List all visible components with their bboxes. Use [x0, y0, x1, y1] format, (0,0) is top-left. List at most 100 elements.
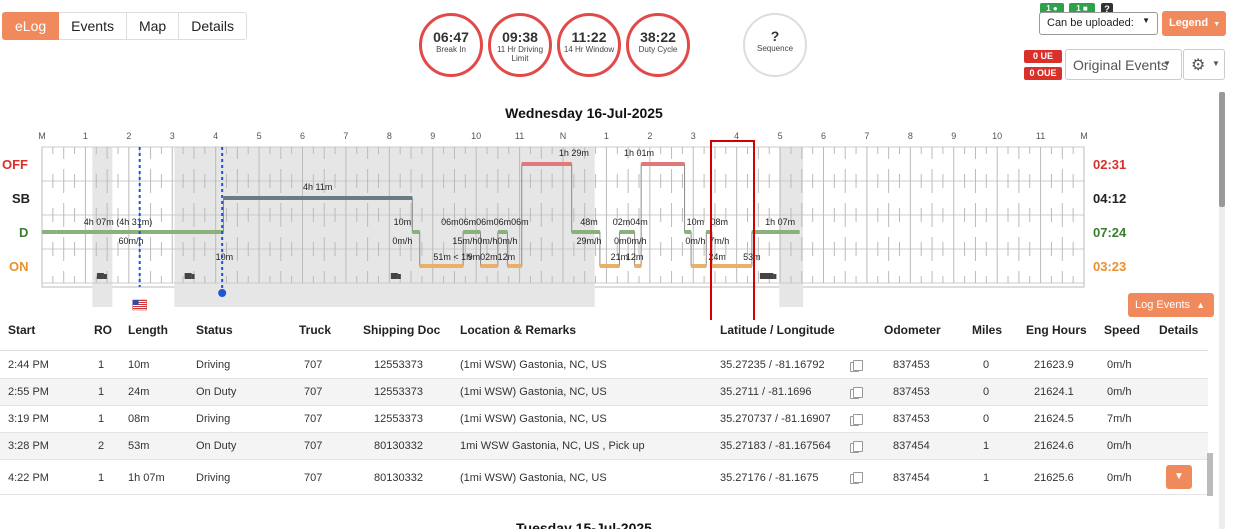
duration-label: 1h 01m [624, 148, 654, 158]
hour-label: 2 [647, 131, 652, 141]
cell-miles: 0 [983, 413, 990, 425]
graph-area [41, 146, 1085, 288]
col-location[interactable]: Location & Remarks [460, 323, 577, 337]
cell-eng-hours: 21623.9 [1034, 359, 1074, 371]
cell-lat-lng: 35.27176 / -81.1675 [720, 472, 819, 484]
events-source-select[interactable]: Original Events ▼ [1065, 49, 1182, 80]
expand-row-button[interactable]: ▼ [1166, 465, 1192, 489]
ue-badge: 0 UE [1024, 50, 1062, 63]
table-row[interactable]: 2:44 PM 1 10m Driving 707 12553373 (1mi WSW) G… [0, 352, 1208, 379]
gears-icon: ⚙ [1191, 57, 1206, 74]
gauge-label: 11 Hr Driving Limit [496, 45, 544, 63]
cell-lat-lng: 35.27183 / -81.167564 [720, 440, 831, 452]
col-truck[interactable]: Truck [299, 323, 332, 337]
cell-speed: 7m/h [1107, 413, 1132, 425]
copy-icon[interactable] [850, 414, 863, 426]
tab-elog[interactable]: eLog [2, 12, 60, 40]
cell-location: (1mi WSW) Gastonia, NC, US [460, 386, 607, 398]
cell-shipping-doc: 80130332 [374, 472, 423, 484]
flag-stripe [132, 302, 147, 303]
hour-label: 9 [951, 131, 956, 141]
legend-label: Legend [1169, 17, 1209, 29]
col-ro[interactable]: RO [94, 323, 112, 337]
cell-odometer: 837453 [893, 359, 930, 371]
truck-icon [184, 273, 192, 279]
cell-status: On Duty [196, 440, 237, 452]
next-day-title: Tuesday 15-Jul-2025 [516, 520, 652, 529]
status-total: 07:24 [1093, 225, 1127, 240]
cell-location: (1mi WSW) Gastonia, NC, US [460, 472, 607, 484]
log-events-label: Log Events [1135, 299, 1191, 311]
cell-start: 4:22 PM [8, 472, 49, 484]
cell-location: (1mi WSW) Gastonia, NC, US [460, 413, 607, 425]
copy-icon[interactable] [850, 387, 863, 399]
duration-label: 10m [394, 217, 412, 227]
hour-label: 8 [908, 131, 913, 141]
page-scrollbar-thumb[interactable] [1219, 92, 1225, 207]
cell-lat-lng: 35.270737 / -81.16907 [720, 413, 831, 425]
hour-label: 7 [343, 131, 348, 141]
cell-shipping-doc: 12553373 [374, 386, 423, 398]
cell-status: Driving [196, 359, 231, 371]
duration-label: 21m [611, 252, 629, 262]
cell-shipping-doc: 12553373 [374, 413, 423, 425]
tab-events[interactable]: Events [59, 12, 127, 40]
cell-ro: 1 [98, 359, 105, 371]
table-row[interactable]: 4:22 PM 1 1h 07m Driving 707 80130332 (1mi WSW… [0, 461, 1208, 495]
copy-icon[interactable] [850, 360, 863, 372]
hour-label: 9 [430, 131, 435, 141]
log-events-toggle[interactable]: Log Events ▲ [1128, 293, 1214, 317]
status-row-label: OFF [2, 157, 28, 172]
tab-map[interactable]: Map [126, 12, 180, 40]
table-scrollbar-thumb[interactable] [1207, 453, 1213, 496]
col-lat-lng[interactable]: Latitude / Longitude [720, 323, 835, 337]
cell-eng-hours: 21624.5 [1034, 413, 1074, 425]
cell-odometer: 837453 [893, 413, 930, 425]
settings-menu-button[interactable]: ⚙ ▼ [1183, 49, 1225, 80]
table-row[interactable]: 3:28 PM 2 53m On Duty 707 80130332 1mi WSW Gas… [0, 433, 1208, 460]
col-start[interactable]: Start [8, 323, 36, 337]
cell-speed: 0m/h [1107, 359, 1132, 371]
col-speed[interactable]: Speed [1104, 323, 1141, 337]
hour-label: M [38, 131, 46, 141]
col-eng-hours[interactable]: Eng Hours [1026, 323, 1087, 337]
page-scrollbar-track[interactable] [1219, 92, 1225, 529]
col-length[interactable]: Length [128, 323, 168, 337]
cell-location: 1mi WSW Gastonia, NC, US , Pick up [460, 440, 645, 452]
duty-status-path [42, 163, 800, 267]
col-status[interactable]: Status [196, 323, 233, 337]
table-row[interactable]: 2:55 PM 1 24m On Duty 707 12553373 (1mi WSW) G… [0, 379, 1208, 406]
tab-details[interactable]: Details [179, 12, 247, 40]
col-shipping-doc[interactable]: Shipping Doc [363, 323, 441, 337]
duration-label: 12m [626, 252, 644, 262]
col-details[interactable]: Details [1159, 323, 1199, 337]
duration-label: 7m/h [709, 236, 729, 246]
upload-filter-select[interactable]: Can be uploaded: ▼ [1039, 12, 1158, 35]
duration-label: 48m [580, 217, 598, 227]
status-total: 03:23 [1093, 259, 1126, 274]
col-miles[interactable]: Miles [972, 323, 1003, 337]
gauge-value: 06:47 [433, 29, 469, 45]
cell-odometer: 837454 [893, 440, 930, 452]
cell-status: Driving [196, 472, 231, 484]
hour-label: 8 [387, 131, 392, 141]
legend-button[interactable]: Legend ▼ [1162, 11, 1226, 36]
cell-truck: 707 [304, 359, 323, 371]
window-gauge: 11:22 14 Hr Window [557, 13, 621, 77]
cell-miles: 1 [983, 440, 990, 452]
truck-icon [390, 273, 398, 279]
status-total: 04:12 [1093, 191, 1126, 206]
truck-icon [773, 274, 777, 279]
gauge-value: ? [770, 28, 780, 44]
driving-limit-gauge: 09:38 11 Hr Driving Limit [488, 13, 552, 77]
copy-icon[interactable] [850, 441, 863, 453]
cell-lat-lng: 35.2711 / -81.1696 [720, 386, 812, 398]
cell-ro: 1 [98, 413, 105, 425]
copy-icon[interactable] [850, 472, 863, 484]
gauge-label: Break In [436, 45, 466, 54]
table-row[interactable]: 3:19 PM 1 08m Driving 707 12553373 (1mi WSW) G… [0, 406, 1208, 433]
truck-icon [397, 274, 401, 279]
cell-ro: 1 [98, 386, 105, 398]
col-odometer[interactable]: Odometer [884, 323, 941, 337]
hour-label: 3 [691, 131, 696, 141]
